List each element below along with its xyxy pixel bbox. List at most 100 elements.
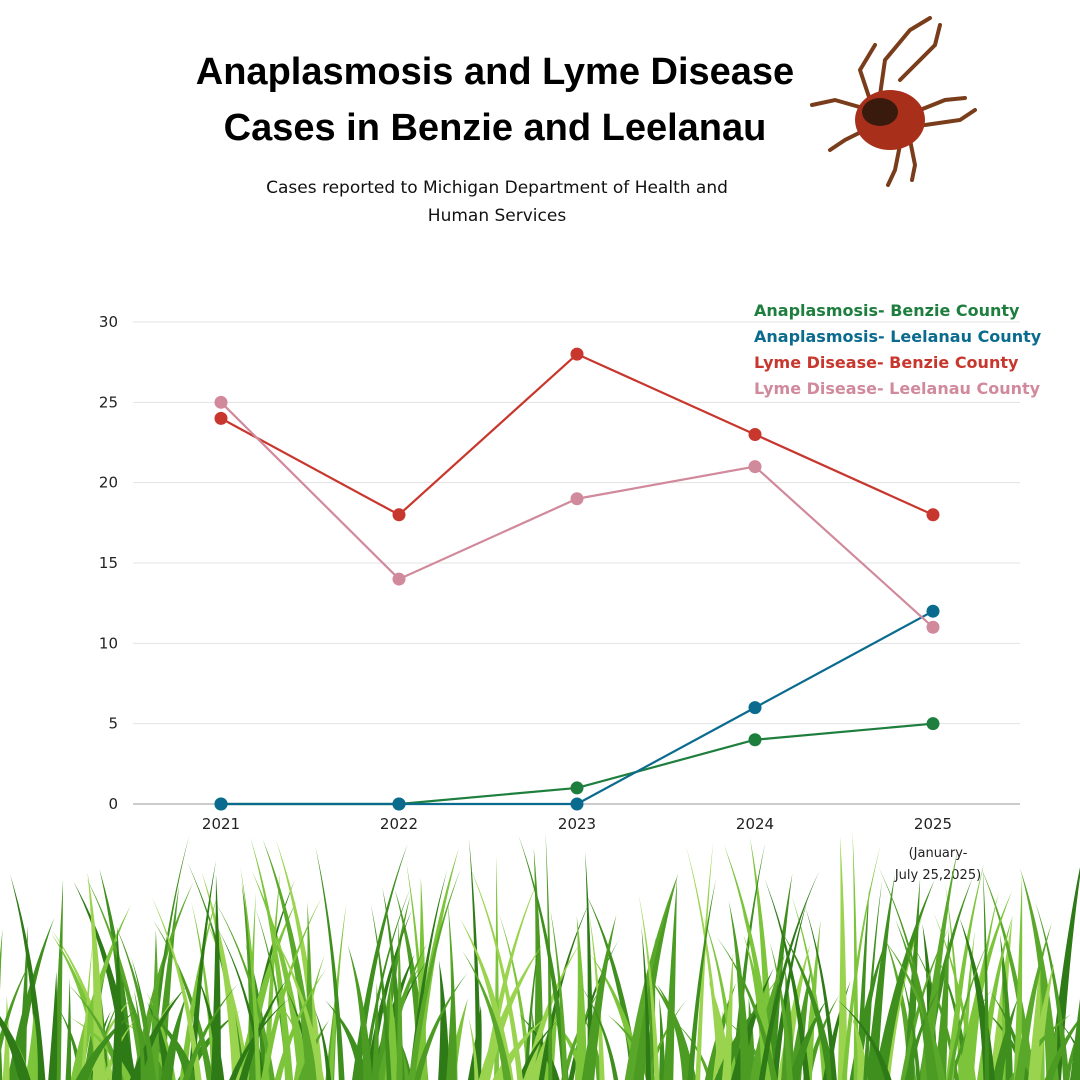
grass-blade [413,972,468,1080]
y-tick-label: 15 [99,554,118,572]
grass-blade [229,997,291,1080]
x-tick-label: 2024 [736,815,774,833]
grass-blade [866,874,895,1080]
grass-blade [780,929,836,1080]
grass-blade [201,871,243,1080]
grass-blade [7,917,55,1080]
grass-blade [580,984,619,1080]
grass-blade [581,914,617,1080]
grass-blade [293,954,325,1080]
grass-blade [467,1005,482,1080]
data-point [926,508,940,522]
grass-blade [788,999,827,1080]
grass-blade [146,1010,197,1080]
grass-blade [873,879,935,1080]
data-point [926,604,940,618]
grass-blade [24,1013,38,1080]
data-point [570,781,584,795]
y-tick-label: 10 [99,634,118,652]
grass-blade [446,960,457,1080]
grass-blade [268,927,325,1080]
x-tick-label: 2022 [380,815,418,833]
grass-blade [550,909,568,1080]
data-point [570,797,584,811]
data-point [392,508,406,522]
grass-blade [764,878,810,1080]
grass-blade [883,913,924,1080]
grass-blade [50,929,114,1080]
grass-blade [1044,1017,1080,1080]
grass-blade [663,877,678,1080]
grass-blade [716,937,778,1080]
y-tick-label: 25 [99,393,118,411]
grass-blade [438,960,450,1080]
grass-blade [656,984,696,1080]
grass-blade [904,985,942,1080]
grass-blade [115,925,157,1080]
grass-blade [758,871,820,1080]
legend-entry: Anaplasmosis- Benzie County [754,301,1020,320]
grass-blade [375,894,411,1080]
grass-blade [263,871,281,1080]
grass-blade [468,1017,479,1080]
legend-entry: Lyme Disease- Benzie County [754,353,1019,372]
data-point [748,427,762,441]
x-tick-label: 2023 [558,815,596,833]
grass-blade [882,937,946,1080]
grass-blade [841,845,881,1080]
grass-blade [468,838,482,1080]
grass-blade [982,867,990,1080]
grass-blade [934,929,950,1080]
data-point [748,460,762,474]
grass-blade [945,863,985,1080]
grass-blade [48,971,58,1080]
grass-blade [396,919,403,1080]
grass-blade [250,837,294,1080]
grass-blade [469,864,524,1080]
data-point [392,572,406,586]
grass-blade [313,1007,332,1080]
grass-blade [574,915,587,1080]
data-point [748,733,762,747]
grass-blade [462,950,512,1080]
grass-blade [804,994,840,1080]
grass-blade [1035,901,1070,1080]
grass-blade [791,895,828,1080]
grass-blade [900,924,951,1080]
grass-blade [805,907,837,1080]
grass-blade [836,998,892,1080]
grass-blade [851,1016,869,1080]
grass-blade [638,894,660,1080]
grass-blade [370,903,392,1080]
grass-blade [347,945,373,1080]
grass-blade [315,845,345,1080]
grass-blade [721,952,734,1080]
grass-blade [239,977,289,1080]
note-line: (January- [909,846,968,861]
grass-blade [728,900,751,1080]
grass-blade [895,919,936,1080]
grass-blade [568,939,619,1080]
grass-blade [863,880,883,1080]
grass-blade [956,890,1013,1080]
x-tick-label: 2021 [202,815,240,833]
grass-blade [75,1008,138,1080]
grass-blade [217,928,266,1080]
grass-blade [260,896,323,1080]
grass-blade [989,916,1013,1080]
grass-blade [274,968,327,1080]
data-point [214,797,228,811]
chart-title: Anaplasmosis and Lyme Disease Cases in B… [195,51,795,149]
grass-blade [771,900,808,1080]
grass-blade [0,928,3,991]
chart-subtitle: Cases reported to Michigan Department of… [266,178,728,226]
data-point [214,411,228,425]
grass-blade [80,940,93,1080]
grass-blade [17,925,28,1080]
grass-blade [523,932,541,1080]
grass-blade [182,983,239,1080]
data-point [570,347,584,361]
grass-blade [152,919,214,1080]
